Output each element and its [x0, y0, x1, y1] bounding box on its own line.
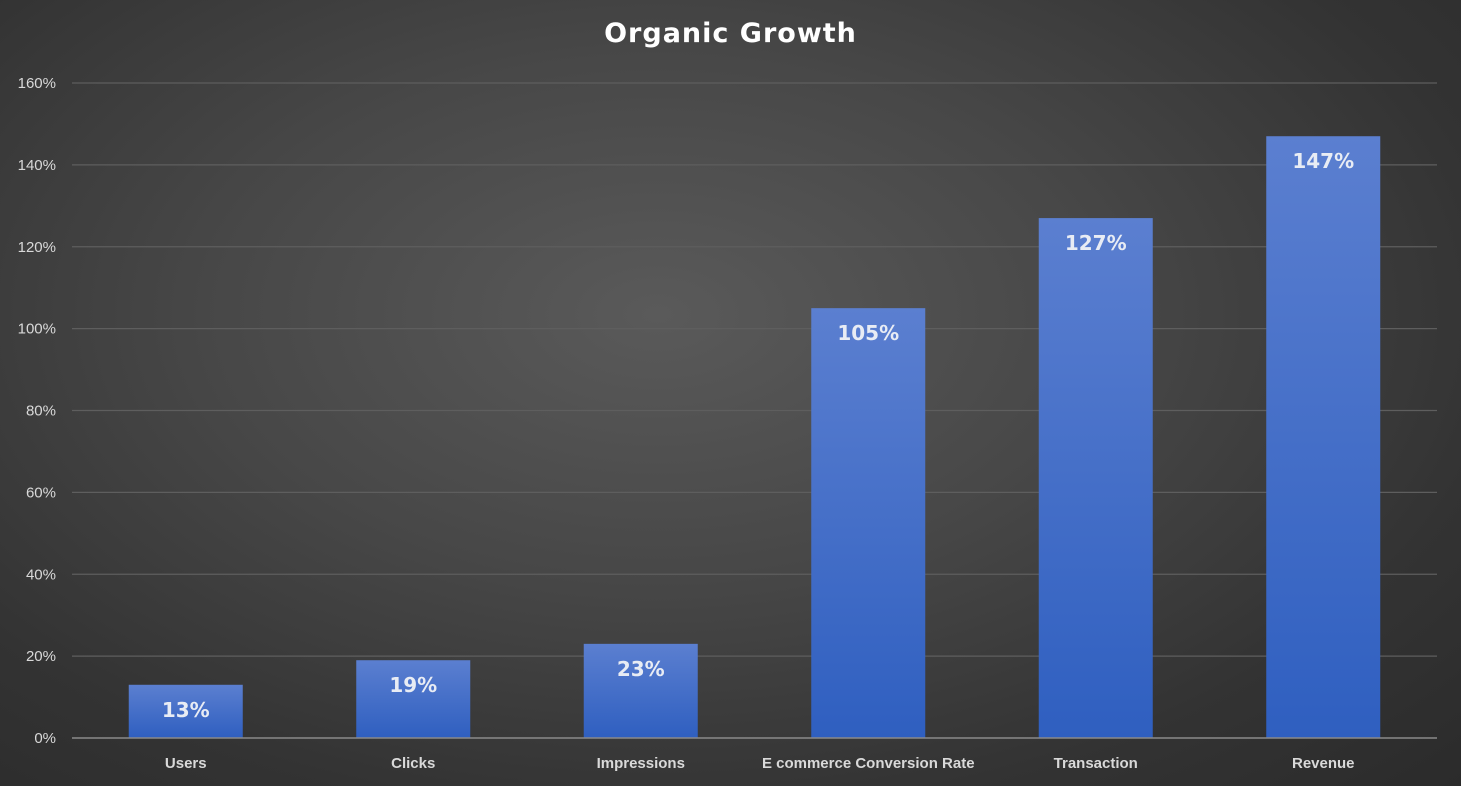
y-axis-ticks: 0% 20% 40% 60% 80% 100% 120% 140% 160%: [18, 75, 56, 747]
x-axis-ticks: Users Clicks Impressions E commerce Convers…: [165, 755, 1355, 772]
y-tick-label: 0%: [34, 730, 56, 747]
x-tick-label: Clicks: [391, 755, 435, 772]
y-tick-label: 160%: [18, 75, 56, 92]
chart-title: Organic Growth: [604, 18, 857, 49]
data-label: 23%: [617, 657, 665, 681]
bar: [1038, 218, 1153, 738]
y-tick-label: 80%: [26, 403, 56, 420]
x-tick-label: Transaction: [1054, 755, 1138, 772]
bar: [811, 308, 926, 738]
x-tick-label: Revenue: [1292, 755, 1355, 772]
data-label: 105%: [837, 321, 899, 345]
y-tick-label: 40%: [26, 566, 56, 583]
y-tick-label: 100%: [18, 321, 56, 338]
data-label: 127%: [1065, 231, 1127, 255]
bars: 13% 19% 23% 105% 127% 147%: [128, 136, 1381, 738]
gridlines: [72, 82, 1437, 657]
data-label: 19%: [389, 673, 437, 697]
bar: [356, 660, 471, 738]
data-label: 13%: [162, 698, 210, 722]
bar: [583, 643, 698, 738]
data-label: 147%: [1292, 149, 1354, 173]
y-tick-label: 60%: [26, 484, 56, 501]
bar: [1266, 136, 1381, 738]
bar: [128, 684, 243, 738]
x-tick-label: Users: [165, 755, 207, 772]
x-tick-label: E commerce Conversion Rate: [762, 755, 975, 772]
y-tick-label: 140%: [18, 157, 56, 174]
y-tick-label: 20%: [26, 648, 56, 665]
y-tick-label: 120%: [18, 239, 56, 256]
x-tick-label: Impressions: [597, 755, 685, 772]
